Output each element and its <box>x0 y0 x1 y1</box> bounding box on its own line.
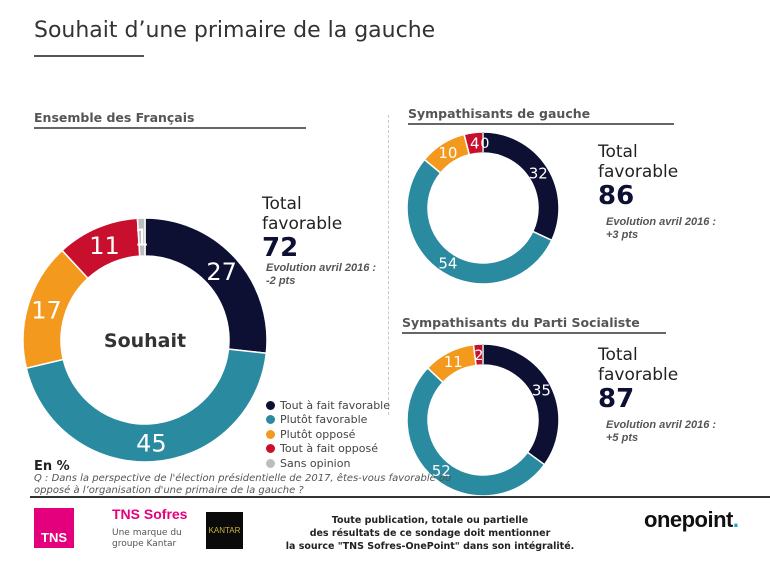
donut-data-label: 54 <box>438 255 457 273</box>
total-block-gauche: Total favorable 86 <box>598 142 688 210</box>
legend-label: Tout à fait opposé <box>280 442 379 456</box>
donut-data-label: 27 <box>206 258 237 286</box>
donut-slice-plutot-favorable <box>406 158 553 285</box>
legend-label: Tout à fait favorable <box>280 398 390 412</box>
legend-item: Tout à fait opposé <box>266 442 390 457</box>
tns-sub-text: Une marque du groupe Kantar <box>112 528 182 550</box>
legend: Tout à fait favorable Plutôt favorable P… <box>266 398 390 471</box>
donut-slice-sans-opinion <box>136 217 146 257</box>
donut-data-label: 11 <box>444 353 463 371</box>
disclaimer-line3: la source "TNS Sofres-OnePoint" dans son… <box>285 541 575 552</box>
section-title-ps: Sympathisants du Parti Socialiste <box>402 315 640 330</box>
section-title-gauche: Sympathisants de gauche <box>408 106 591 121</box>
title-underline <box>34 55 144 57</box>
donut-data-label: 10 <box>438 144 457 162</box>
disclaimer: Toute publication, totale ou partielle d… <box>270 514 590 553</box>
legend-dot-icon <box>266 415 275 425</box>
total-block-ensemble: Total favorable 72 <box>262 194 352 262</box>
page-title: Souhait d’une primaire de la gauche <box>34 18 436 43</box>
disclaimer-line2: des résultats de ce sondage doit mention… <box>309 528 551 539</box>
evolution-gauche: Evolution avril 2016 : +3 pts <box>606 216 716 242</box>
legend-dot-icon <box>266 400 275 410</box>
donut-data-label: 35 <box>532 382 551 400</box>
tns-sub-line2: groupe Kantar <box>112 539 177 549</box>
legend-label: Sans opinion <box>280 456 351 470</box>
donut-data-label: 1 <box>135 226 150 252</box>
legend-item: Sans opinion <box>266 456 390 471</box>
donut-data-label: 17 <box>31 297 62 325</box>
legend-dot-icon <box>266 458 275 468</box>
column-divider <box>388 115 389 415</box>
total-label: Total favorable <box>598 142 679 182</box>
unit-label: En % <box>34 459 70 474</box>
evolution-label: Evolution avril 2016 : <box>266 262 377 274</box>
evolution-value: +3 pts <box>606 229 639 241</box>
onepoint-dot: . <box>732 507 739 532</box>
total-label: Total favorable <box>262 194 343 234</box>
donut-chart-ps: 35 52 11 2 <box>406 343 560 497</box>
donut-data-label: 4 <box>470 134 480 152</box>
evolution-value: +5 pts <box>606 432 639 444</box>
legend-item: Tout à fait favorable <box>266 398 390 413</box>
evolution-label: Evolution avril 2016 : <box>606 419 717 431</box>
evolution-value: -2 pts <box>266 275 296 287</box>
donut-data-label: 32 <box>529 164 548 182</box>
legend-item: Plutôt opposé <box>266 427 390 442</box>
donut-data-label: 52 <box>432 462 451 480</box>
total-value: 87 <box>598 384 635 414</box>
donut-chart-gauche: 32 54 10 4 0 <box>406 131 560 285</box>
donut-slice-plutot-favorable <box>406 366 546 497</box>
onepoint-wordmark: onepoint <box>644 507 733 532</box>
section-rule-ps <box>402 332 666 334</box>
legend-dot-icon <box>266 444 275 454</box>
kantar-logo: KANTAR <box>206 512 243 549</box>
total-value: 86 <box>598 181 635 211</box>
donut-slice-tout-a-fait-favorable <box>482 131 560 242</box>
evolution-ensemble: Evolution avril 2016 : -2 pts <box>266 262 376 288</box>
legend-dot-icon <box>266 429 275 439</box>
donut-center-label: Souhait <box>104 330 186 352</box>
donut-slice-tout-a-fait-favorable <box>482 343 560 466</box>
tns-sub-line1: Une marque du <box>112 528 182 538</box>
evolution-ps: Evolution avril 2016 : +5 pts <box>606 419 716 445</box>
section-rule-ensemble <box>34 127 306 129</box>
donut-data-label: 2 <box>474 348 483 364</box>
footer-rule <box>30 496 770 498</box>
section-title-ensemble: Ensemble des Français <box>34 110 195 125</box>
legend-item: Plutôt favorable <box>266 413 390 428</box>
donut-data-label: 0 <box>480 136 489 152</box>
total-block-ps: Total favorable 87 <box>598 345 688 413</box>
donut-data-label: 11 <box>89 232 120 260</box>
donut-data-label: 45 <box>136 429 167 457</box>
tns-sofres-brand: TNS Sofres <box>112 506 188 522</box>
total-label: Total favorable <box>598 345 679 385</box>
tns-logo: TNS <box>34 508 74 548</box>
legend-label: Plutôt favorable <box>280 413 368 427</box>
evolution-label: Evolution avril 2016 : <box>606 216 717 228</box>
total-value: 72 <box>262 233 299 263</box>
legend-label: Plutôt opposé <box>280 427 356 441</box>
onepoint-logo: onepoint. <box>644 507 739 533</box>
donut-slice-plutot-favorable <box>25 348 268 463</box>
survey-question: Q : Dans la perspective de l'élection pr… <box>34 473 452 496</box>
disclaimer-line1: Toute publication, totale ou partielle <box>331 515 529 526</box>
section-rule-gauche <box>408 123 674 125</box>
